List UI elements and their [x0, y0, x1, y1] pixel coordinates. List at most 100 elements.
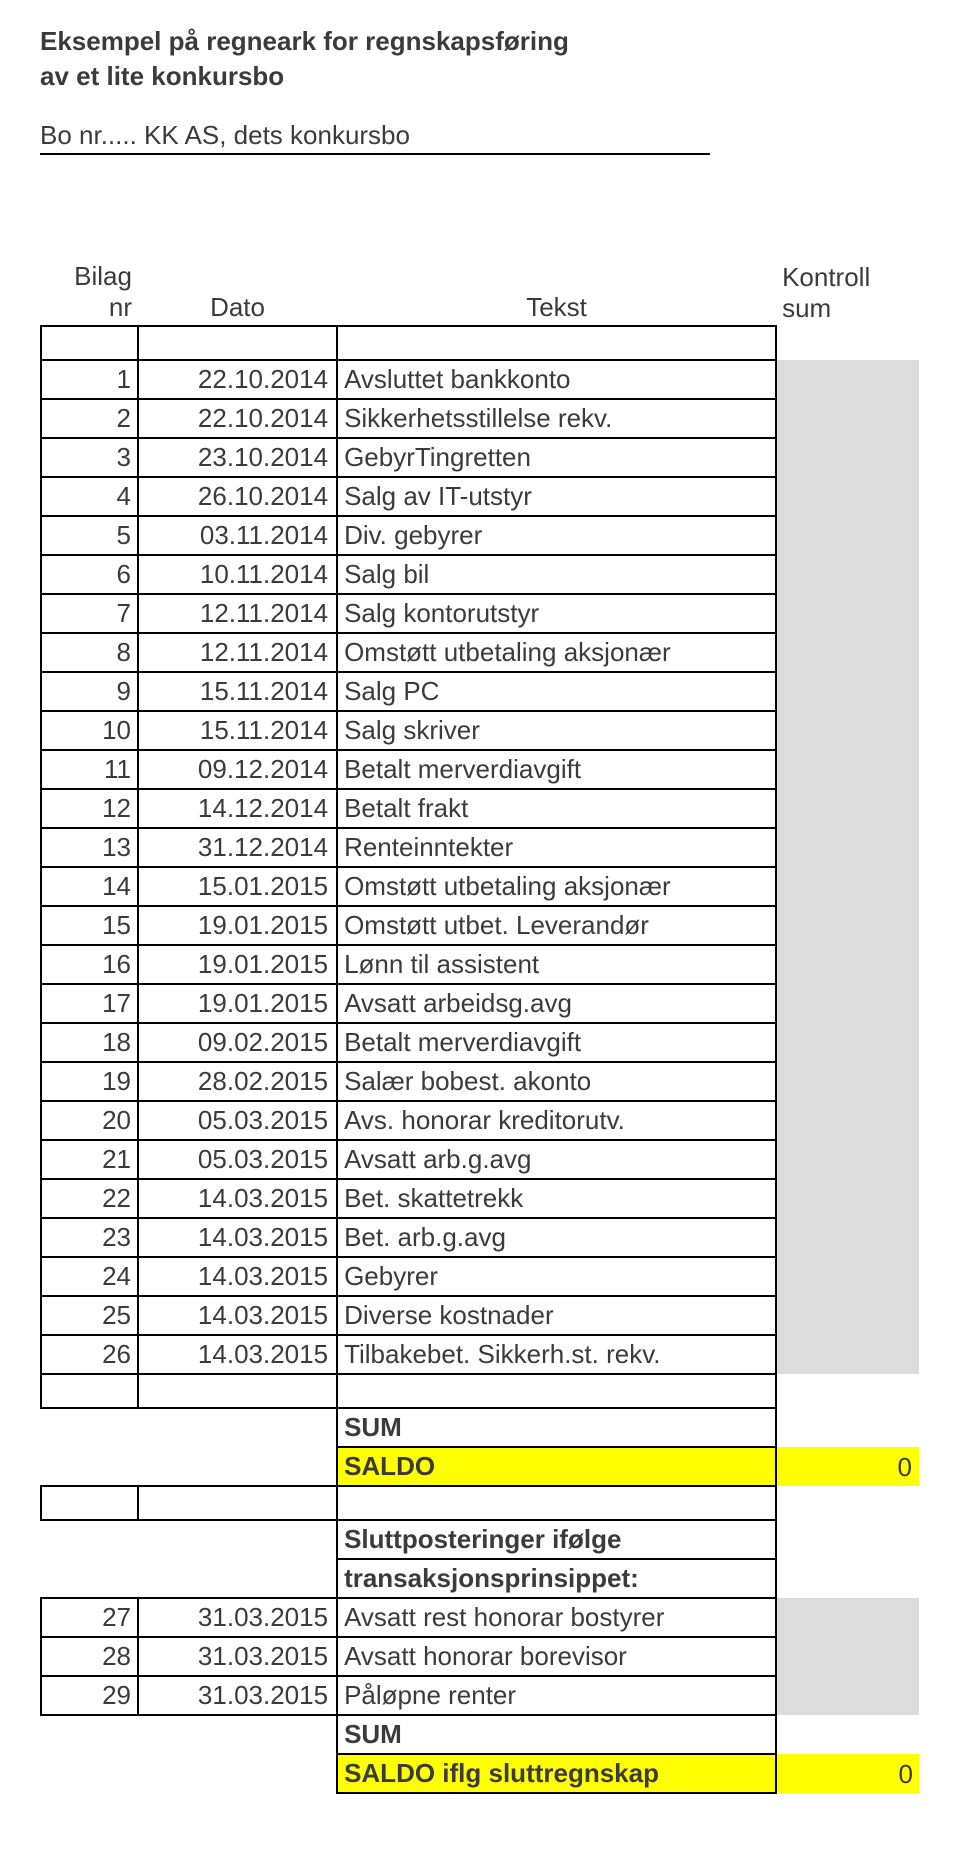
cell-sum	[776, 828, 919, 867]
cell-sum	[776, 1140, 919, 1179]
cell-tekst: Avsatt arbeidsg.avg	[337, 984, 776, 1023]
cell-bilag-nr: 3	[41, 438, 138, 477]
table-row: 1519.01.2015Omstøtt utbet. Leverandør	[41, 906, 919, 945]
cell-tekst: Salg skriver	[337, 711, 776, 750]
table-row: 503.11.2014Div. gebyrer	[41, 516, 919, 555]
cell-dato: 14.12.2014	[138, 789, 337, 828]
cell-bilag-nr: 25	[41, 1296, 138, 1335]
table-row: 812.11.2014Omstøtt utbetaling aksjonær	[41, 633, 919, 672]
text-cell: transaksjonsprinsippet:	[337, 1559, 776, 1598]
cell-sum	[776, 633, 919, 672]
cell-bilag-nr: 27	[41, 1598, 138, 1637]
cell-dato: 14.03.2015	[138, 1179, 337, 1218]
cell-tekst: Avs. honorar kreditorutv.	[337, 1101, 776, 1140]
cell-sum	[776, 1296, 919, 1335]
cell-tekst: Salg kontorutstyr	[337, 594, 776, 633]
cell-sum	[776, 672, 919, 711]
cell-bilag-nr: 5	[41, 516, 138, 555]
header-bilag-nr: Bilag nr	[41, 215, 138, 326]
table-header: Bilag nr Dato Tekst Kontroll sum	[41, 215, 919, 326]
cell-sum	[776, 594, 919, 633]
saldo2-row: SALDO iflg sluttregnskap0	[41, 1754, 919, 1793]
cell-sum	[776, 516, 919, 555]
header-tekst: Tekst	[337, 215, 776, 326]
doc-title: Eksempel på regneark for regnskapsføring…	[40, 24, 920, 94]
cell-bilag-nr: 23	[41, 1218, 138, 1257]
cell-tekst: Avsatt honorar borevisor	[337, 1637, 776, 1676]
sum-cell	[776, 1520, 919, 1559]
cell-bilag-nr: 8	[41, 633, 138, 672]
cell-dato: 05.03.2015	[138, 1140, 337, 1179]
table-row: 323.10.2014GebyrTingretten	[41, 438, 919, 477]
table-row: 2005.03.2015Avs. honorar kreditorutv.	[41, 1101, 919, 1140]
cell-tekst: Bet. arb.g.avg	[337, 1218, 776, 1257]
cell-bilag-nr: 12	[41, 789, 138, 828]
cell-sum	[776, 1218, 919, 1257]
cell-dato: 15.11.2014	[138, 672, 337, 711]
cell-dato: 14.03.2015	[138, 1296, 337, 1335]
sluttpost-heading-2: transaksjonsprinsippet:	[41, 1559, 919, 1598]
cell-bilag-nr: 14	[41, 867, 138, 906]
cell-bilag-nr: 9	[41, 672, 138, 711]
text-cell: SUM	[337, 1715, 776, 1754]
cell-tekst: Salg PC	[337, 672, 776, 711]
cell-sum	[776, 1598, 919, 1637]
ledger-table: Bilag nr Dato Tekst Kontroll sum 122.10.…	[40, 215, 920, 1794]
cell-sum	[776, 1637, 919, 1676]
cell-tekst: Div. gebyrer	[337, 516, 776, 555]
cell-dato: 19.01.2015	[138, 906, 337, 945]
cell-sum	[776, 789, 919, 828]
cell-dato: 22.10.2014	[138, 360, 337, 399]
cell-sum	[776, 867, 919, 906]
cell-sum	[776, 984, 919, 1023]
cell-dato: 23.10.2014	[138, 438, 337, 477]
cell-tekst: Betalt merverdiavgift	[337, 1023, 776, 1062]
cell-dato: 14.03.2015	[138, 1218, 337, 1257]
cell-dato: 05.03.2015	[138, 1101, 337, 1140]
table-row: 2214.03.2015Bet. skattetrekk	[41, 1179, 919, 1218]
cell-bilag-nr: 26	[41, 1335, 138, 1374]
table-row: 1415.01.2015Omstøtt utbetaling aksjonær	[41, 867, 919, 906]
cell-dato: 14.03.2015	[138, 1257, 337, 1296]
cell-dato: 12.11.2014	[138, 594, 337, 633]
cell-bilag-nr: 7	[41, 594, 138, 633]
text-cell: SUM	[337, 1408, 776, 1447]
cell-dato: 19.01.2015	[138, 984, 337, 1023]
table-row: 2514.03.2015Diverse kostnader	[41, 1296, 919, 1335]
cell-tekst: Omstøtt utbetaling aksjonær	[337, 867, 776, 906]
table-row: 1331.12.2014Renteinntekter	[41, 828, 919, 867]
cell-bilag-nr: 4	[41, 477, 138, 516]
cell-dato: 26.10.2014	[138, 477, 337, 516]
cell-sum	[776, 945, 919, 984]
title-line-2: av et lite konkursbo	[40, 59, 920, 94]
table-row: 2831.03.2015Avsatt honorar borevisor	[41, 1637, 919, 1676]
cell-sum	[776, 1023, 919, 1062]
cell-tekst: Diverse kostnader	[337, 1296, 776, 1335]
table-row: 1809.02.2015Betalt merverdiavgift	[41, 1023, 919, 1062]
cell-dato: 31.03.2015	[138, 1637, 337, 1676]
table-row: 1015.11.2014Salg skriver	[41, 711, 919, 750]
sum-cell: 0	[776, 1447, 919, 1486]
cell-sum	[776, 750, 919, 789]
cell-bilag-nr: 28	[41, 1637, 138, 1676]
table-row: 712.11.2014Salg kontorutstyr	[41, 594, 919, 633]
cell-tekst: Gebyrer	[337, 1257, 776, 1296]
cell-tekst: Bet. skattetrekk	[337, 1179, 776, 1218]
blank-row	[41, 1486, 919, 1520]
cell-bilag-nr: 16	[41, 945, 138, 984]
cell-bilag-nr: 2	[41, 399, 138, 438]
cell-dato: 10.11.2014	[138, 555, 337, 594]
cell-bilag-nr: 18	[41, 1023, 138, 1062]
cell-sum	[776, 438, 919, 477]
cell-dato: 09.12.2014	[138, 750, 337, 789]
cell-dato: 12.11.2014	[138, 633, 337, 672]
cell-bilag-nr: 6	[41, 555, 138, 594]
cell-dato: 19.01.2015	[138, 945, 337, 984]
saldo-row: SALDO0	[41, 1447, 919, 1486]
sum-cell	[776, 1559, 919, 1598]
cell-sum	[776, 1335, 919, 1374]
table-row: 2314.03.2015Bet. arb.g.avg	[41, 1218, 919, 1257]
table-row: 1719.01.2015Avsatt arbeidsg.avg	[41, 984, 919, 1023]
cell-sum	[776, 399, 919, 438]
text-cell: Sluttposteringer ifølge	[337, 1520, 776, 1559]
